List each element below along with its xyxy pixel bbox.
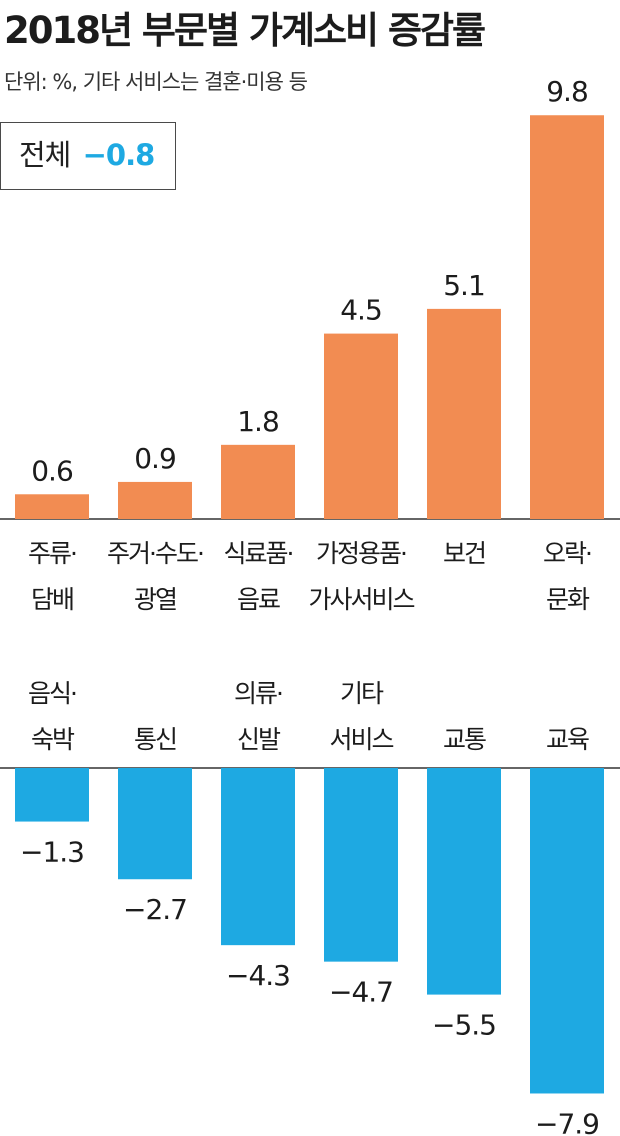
positive-category-label-3-2: 음료	[237, 585, 280, 614]
negative-bar-3	[221, 768, 295, 946]
positive-value-label-4: 4.5	[340, 294, 382, 327]
positive-category-label-6-2: 문화	[546, 585, 590, 614]
positive-value-label-5: 5.1	[443, 269, 485, 302]
positive-bar-1	[15, 494, 89, 519]
negative-category-label-6-1: 교육	[546, 725, 589, 754]
negative-value-label-2: −2.7	[123, 893, 187, 926]
positive-category-label-2-2: 광열	[134, 585, 176, 614]
positive-bar-4	[324, 333, 398, 519]
negative-bar-2	[118, 768, 192, 880]
positive-bar-3	[221, 444, 295, 519]
negative-value-label-4: −4.7	[329, 976, 393, 1009]
negative-value-label-5: −5.5	[432, 1009, 496, 1042]
positive-bar-6	[530, 115, 604, 520]
negative-value-label-1: −1.3	[20, 836, 84, 869]
negative-category-label-1-1: 음식·	[28, 679, 76, 708]
negative-category-label-5-1: 교통	[443, 725, 486, 754]
positive-category-label-1-1: 주류·	[28, 539, 76, 568]
negative-bar-4	[324, 768, 398, 962]
negative-value-label-6: −7.9	[535, 1107, 599, 1136]
positive-bar-2	[118, 481, 192, 519]
negative-bar-6	[530, 768, 604, 1094]
total-box: 전체 −0.8	[0, 122, 176, 190]
total-label: 전체	[19, 138, 71, 172]
negative-bar-1	[15, 768, 89, 822]
unit-note: 단위: %, 기타 서비스는 결혼·미용 등	[4, 70, 308, 94]
negative-category-label-3-2: 신발	[237, 725, 281, 754]
positive-bar-5	[427, 308, 501, 519]
positive-value-label-3: 1.8	[237, 405, 279, 438]
negative-category-label-2-1: 통신	[134, 725, 176, 754]
chart-title: 2018년 부문별 가계소비 증감률	[4, 9, 486, 52]
positive-category-label-5-1: 보건	[443, 539, 485, 568]
positive-category-label-6-1: 오락·	[543, 539, 591, 568]
positive-value-label-6: 9.8	[546, 75, 588, 108]
positive-value-label-1: 0.6	[31, 454, 73, 487]
negative-category-label-1-2: 숙박	[31, 725, 75, 754]
positive-category-label-4-2: 가사서비스	[308, 585, 414, 614]
negative-bar-5	[427, 768, 501, 995]
negative-category-label-4-1: 기타	[340, 679, 384, 708]
positive-category-label-2-1: 주거·수도·	[107, 539, 203, 568]
positive-category-label-3-1: 식료품·	[224, 539, 293, 568]
positive-value-label-2: 0.9	[134, 442, 176, 475]
positive-category-label-4-1: 가정용품·	[316, 539, 406, 568]
positive-category-label-1-2: 담배	[31, 585, 73, 614]
negative-category-label-4-2: 서비스	[329, 725, 393, 754]
negative-category-label-3-1: 의류·	[234, 679, 282, 708]
negative-value-label-3: −4.3	[226, 959, 290, 992]
total-value: −0.8	[82, 138, 156, 172]
